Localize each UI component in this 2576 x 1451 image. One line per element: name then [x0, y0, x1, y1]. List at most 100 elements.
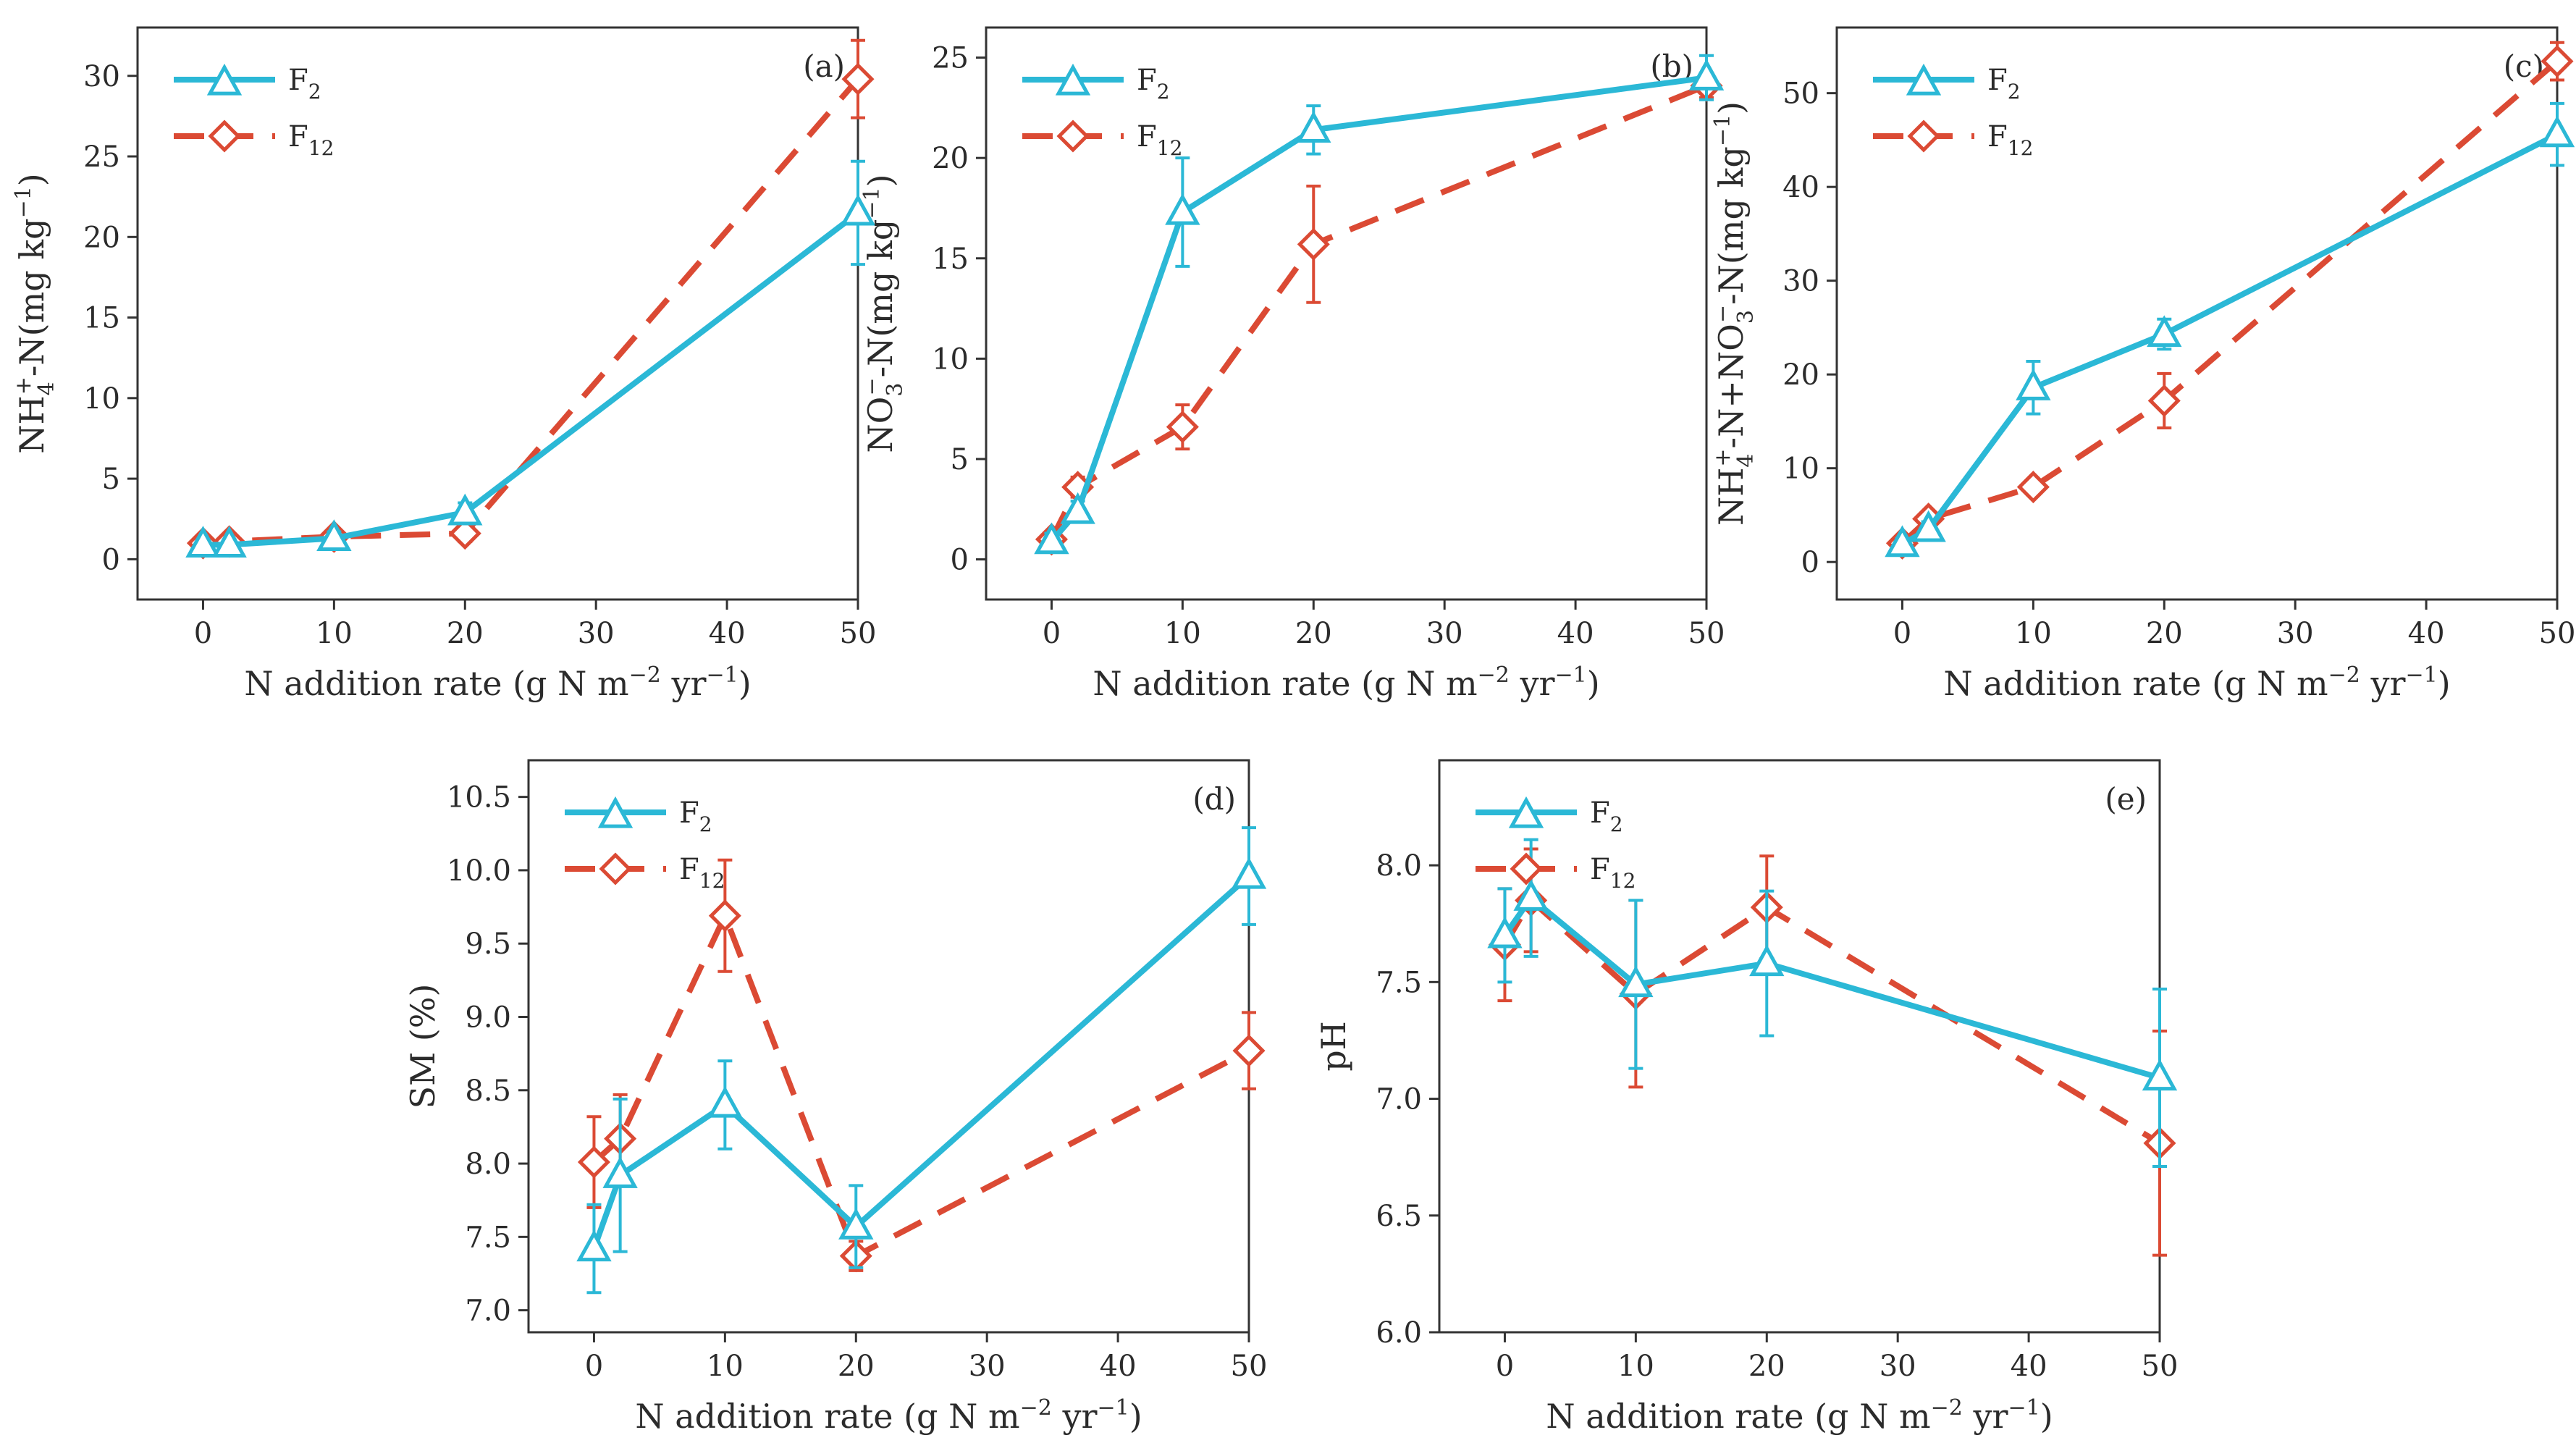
legend-marker-f12: [1056, 119, 1090, 153]
legend-label-f12: F12: [1137, 120, 1182, 160]
y-tick-label: 15: [83, 302, 120, 335]
data-point: [840, 193, 876, 226]
legend-label-f12: F12: [1987, 120, 2033, 160]
data-point: [447, 493, 483, 526]
y-title-text: pH: [1314, 1021, 1353, 1072]
legend-label-f12: F12: [679, 853, 725, 893]
y-tick-label: 30: [83, 60, 120, 93]
series-line: [591, 874, 1251, 1250]
data-point: [1296, 111, 1331, 143]
x-title-text: ): [1129, 1397, 1142, 1436]
panel-label: (d): [1192, 781, 1236, 817]
y-tick-label: 10: [1782, 453, 1819, 486]
plot-frame: [136, 26, 859, 601]
y-title-sub: 4: [1733, 454, 1759, 468]
y-tick-label: 50: [1782, 77, 1819, 111]
y-title-sub: 3: [883, 383, 908, 397]
x-title-text: ): [738, 664, 752, 703]
series-line: [1502, 897, 2162, 1146]
x-tick-label: 20: [838, 1350, 875, 1383]
legend-label-f2: F2: [679, 796, 712, 836]
y-tick-label: 10: [83, 382, 120, 416]
legend: F2 F12: [565, 796, 725, 893]
legend-text-base: F: [1590, 853, 1610, 886]
x-title-sup: −2: [1020, 1395, 1052, 1421]
x-title-sup: −1: [2008, 1395, 2040, 1421]
data-point: [2539, 115, 2575, 148]
legend-text-sub: 2: [1157, 80, 1170, 104]
y-tick-label: 8.0: [465, 1148, 511, 1181]
x-title-sup: −2: [1931, 1395, 1963, 1421]
y-title-sup: +: [11, 377, 36, 395]
legend-label-f12: F12: [288, 120, 334, 160]
y-title-sup: −1: [859, 187, 885, 219]
data-point: [576, 1229, 612, 1262]
x-tick-label: 30: [578, 617, 615, 650]
x-title-text: N addition rate (g N m: [1943, 664, 2328, 703]
legend-marker-f12: [599, 852, 632, 886]
y-title-text: NH: [1712, 468, 1751, 526]
data-point: [1513, 879, 1549, 911]
data-point: [1060, 492, 1095, 524]
chart-panel-b: 0 10 20 30 40 50 0 5 10 15 20 25 N addition rate (g …: [859, 26, 1725, 703]
y-tick-label: 30: [1782, 265, 1819, 298]
data-point: [838, 1207, 874, 1240]
y-title-text: ): [1712, 101, 1751, 114]
y-axis-title: NH4+-N+NO3−-N(mg kg−1): [1710, 101, 1759, 526]
data-point: [708, 899, 741, 933]
y-title-sup: −1: [1710, 114, 1735, 146]
series-line: [203, 210, 860, 548]
x-tick-label: 10: [707, 1350, 744, 1383]
legend-marker-f12: [1510, 852, 1543, 886]
legend-label-f2: F2: [1137, 64, 1170, 104]
legend-label-f2: F2: [1590, 796, 1623, 836]
y-title-text: ): [861, 174, 900, 187]
x-title-text: N addition rate (g N m: [1546, 1397, 1930, 1436]
y-tick-label: 20: [1782, 358, 1819, 392]
y-tick-label: 15: [932, 243, 969, 276]
y-tick-label: 25: [932, 42, 969, 75]
y-title-text: NH: [12, 395, 51, 453]
x-tick-label: 10: [1164, 617, 1201, 650]
y-tick-label: 7.5: [1376, 966, 1422, 999]
y-tick-label: 20: [932, 142, 969, 175]
x-tick-label: 20: [1295, 617, 1332, 650]
y-tick-label: 10: [932, 342, 969, 376]
chart-panel-c: 0 10 20 30 40 50 0 10 20 30 40 50 N addition rate (g…: [1710, 26, 2575, 703]
x-title-sup: −1: [706, 663, 738, 688]
y-title-text: -N(mg kg: [12, 218, 51, 377]
data-point: [1231, 857, 1267, 889]
y-tick-label: 8.5: [465, 1074, 511, 1108]
legend-text-sub: 12: [308, 136, 334, 160]
data-point: [2541, 45, 2574, 78]
legend-text-base: F: [679, 853, 699, 886]
x-title-text: yr: [1052, 1397, 1098, 1436]
legend-text-sub: 2: [308, 80, 321, 104]
y-title-text: ): [12, 173, 51, 186]
data-point: [1034, 522, 1069, 555]
y-title-text: -N(mg kg: [1712, 146, 1751, 305]
x-title-text: ): [2040, 1397, 2053, 1436]
legend: F2 F12: [1022, 63, 1182, 160]
x-tick-label: 10: [1617, 1350, 1654, 1383]
panel-label: (e): [2105, 781, 2147, 817]
y-tick-label: 0: [102, 543, 120, 576]
y-title-text: NO: [861, 397, 900, 453]
y-title-text: -N(mg kg: [861, 219, 900, 378]
legend-text-base: F: [288, 64, 308, 97]
y-title-sup: +: [1710, 448, 1735, 466]
x-axis-title: N addition rate (g N m−2 yr−1): [1943, 663, 2450, 703]
x-axis-title: N addition rate (g N m−2 yr−1): [244, 663, 751, 703]
chart-panel-a: 0 10 20 30 40 50 0 5 10 15 20 25 30 N addition rate (…: [11, 26, 876, 703]
data-point: [707, 1085, 743, 1118]
y-axis-title: NH4+-N(mg kg−1): [11, 173, 59, 454]
data-point: [1749, 944, 1785, 977]
series-f2: [1034, 54, 1725, 555]
series-f12: [577, 858, 1266, 1273]
legend-label-f2: F2: [1987, 64, 2021, 104]
x-tick-label: 50: [1688, 617, 1725, 650]
data-point: [2147, 315, 2182, 348]
data-point: [841, 62, 875, 96]
x-title-sup: −2: [629, 663, 661, 688]
